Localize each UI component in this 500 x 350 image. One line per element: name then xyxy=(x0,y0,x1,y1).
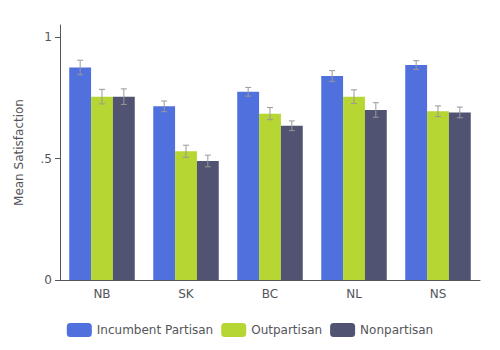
svg-text:.5: .5 xyxy=(41,152,52,166)
svg-text:0: 0 xyxy=(44,273,52,287)
svg-text:Incumbent Partisan: Incumbent Partisan xyxy=(97,323,213,337)
svg-text:BC: BC xyxy=(262,287,278,301)
svg-text:NL: NL xyxy=(346,287,362,301)
svg-text:NB: NB xyxy=(93,287,110,301)
svg-text:1: 1 xyxy=(44,30,52,44)
svg-text:Mean Satisfaction: Mean Satisfaction xyxy=(12,99,26,206)
svg-text:Outpartisan: Outpartisan xyxy=(251,323,322,337)
svg-text:Nonpartisan: Nonpartisan xyxy=(360,323,433,337)
svg-text:NS: NS xyxy=(430,287,447,301)
svg-text:SK: SK xyxy=(178,287,195,301)
